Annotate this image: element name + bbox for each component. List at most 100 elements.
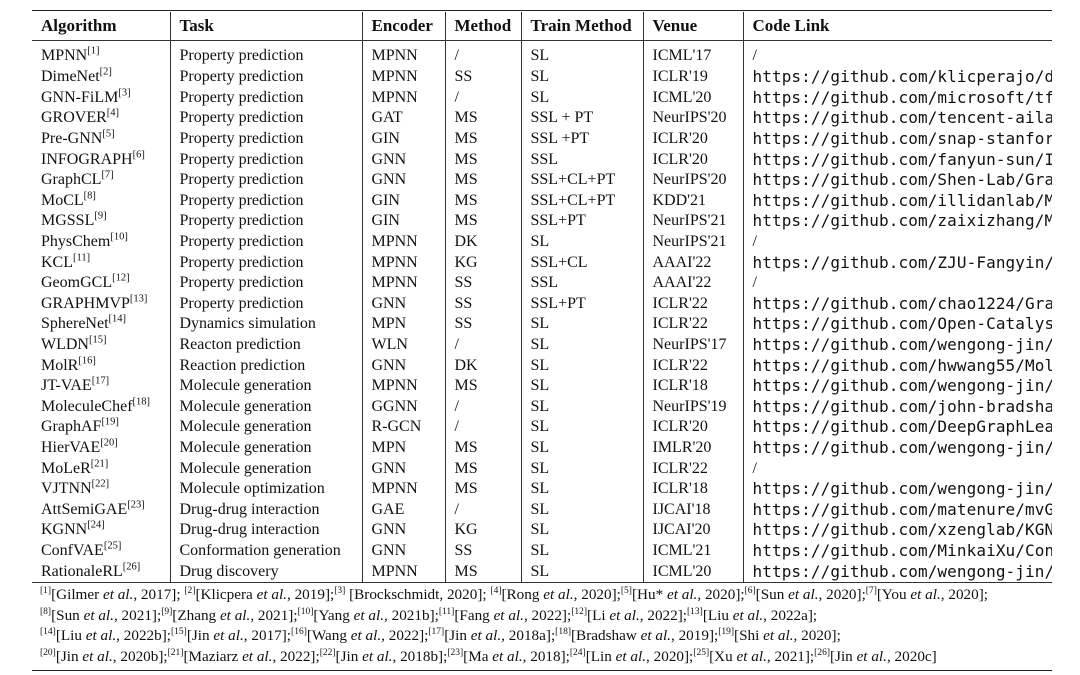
code-link[interactable]: https://github.com/john-bradshaw/molecul…: [742, 396, 1052, 418]
method-cell: KG: [444, 520, 521, 541]
citation-etal: et al.: [493, 606, 524, 624]
citation-year: , 2020c]: [886, 647, 937, 665]
table-row: KCL[11] Property prediction MPNN KG SSL+CL AA…: [32, 252, 1052, 273]
algorithm-name: MoCL: [41, 191, 84, 209]
code-link[interactable]: https://github.com/ZJU-Fangyin/KCL: [742, 252, 1052, 273]
citation-year: , 2020b];: [112, 647, 168, 665]
code-link[interactable]: https://github.com/illidanlab/MoCL-DK: [742, 190, 1052, 212]
encoder-cell: MPNN: [361, 561, 445, 583]
footnote-marker: [24]: [569, 647, 586, 658]
code-link[interactable]: https://github.com/snap-stanford/pretrai…: [742, 128, 1052, 150]
algorithm-name: WLDN: [41, 336, 89, 354]
code-link[interactable]: https://github.com/Shen-Lab/GraphCL: [742, 169, 1052, 191]
code-link[interactable]: https://github.com/Open-Catalyst-Project…: [742, 314, 1052, 335]
table-row: MoLeR[21] Molecule generation GNN MS SL ICLR'…: [32, 458, 1052, 479]
table-row: GraphCL[7] Property prediction GNN MS SSL+CL…: [32, 169, 1052, 191]
citation-author: [Jin: [444, 627, 471, 644]
train-method-cell: SSL+CL+PT: [520, 190, 643, 212]
code-link[interactable]: https://github.com/fanyun-sun/InfoGraph: [742, 149, 1052, 170]
algorithm-cell: INFOGRAPH[6]: [32, 149, 170, 170]
train-method-cell: SL: [520, 334, 643, 356]
method-cell: MS: [444, 190, 521, 212]
venue-cell: ICLR'18: [642, 375, 743, 397]
task-cell: Property prediction: [169, 128, 362, 150]
reference-marker: [19]: [101, 417, 119, 429]
train-method-cell: SL: [520, 458, 643, 479]
code-link[interactable]: https://github.com/wengong-jin/hgraph2gr…: [742, 437, 1052, 459]
train-method-cell: SL: [520, 231, 643, 253]
citation-author: [Ma: [463, 647, 493, 665]
code-link[interactable]: https://github.com/wengong-jin/multiobj-…: [742, 561, 1052, 583]
encoder-cell: MPNN: [361, 375, 445, 397]
footnote-marker: [14]: [40, 626, 56, 637]
code-link-none: /: [742, 40, 1052, 67]
table-row: GROVER[4] Property prediction GAT MS SSL + P…: [32, 108, 1052, 129]
reference-marker: [22]: [91, 478, 110, 490]
footnote-marker: [7]: [865, 585, 877, 596]
algorithm-name: RationaleRL: [41, 562, 123, 580]
table-row: JT-VAE[17] Molecule generation MPNN MS SL ICL…: [32, 375, 1052, 397]
reference-marker: [11]: [73, 252, 91, 264]
algorithm-cell: MoleculeChef[18]: [32, 397, 170, 418]
code-link[interactable]: https://github.com/xzenglab/KGNN: [742, 520, 1052, 541]
method-cell: /: [444, 87, 521, 109]
task-cell: Property prediction: [169, 169, 362, 191]
citation-year: , 2021];: [113, 606, 162, 624]
code-link[interactable]: https://github.com/microsoft/tf-gnn-samp…: [742, 87, 1052, 109]
code-link[interactable]: https://github.com/wengong-jin/iclr19-gr…: [742, 478, 1052, 500]
footnote-line: [1][Gilmer et al., 2017]; [2][Klicpera e…: [40, 585, 1050, 606]
code-link[interactable]: https://github.com/wengong-jin/icml18-jt…: [742, 375, 1052, 397]
citation-author: [Sun: [755, 586, 789, 603]
code-link[interactable]: https://github.com/tencent-ailab/grover: [742, 108, 1052, 129]
algorithm-cell: HierVAE[20]: [32, 438, 170, 459]
reference-marker: [12]: [112, 272, 130, 284]
train-method-cell: SSL + PT: [520, 108, 643, 129]
reference-marker: [26]: [122, 561, 141, 573]
algorithm-cell: DimeNet[2]: [32, 67, 170, 88]
code-link[interactable]: https://github.com/MinkaiXu/ConfVAE-ICML…: [742, 540, 1052, 562]
footnote-marker: [9]: [161, 606, 173, 617]
citation-year: , 2018];: [522, 647, 570, 665]
code-link[interactable]: https://github.com/zaixizhang/MGSSL: [742, 211, 1052, 232]
task-cell: Property prediction: [169, 231, 362, 253]
code-link[interactable]: https://github.com/matenure/mvGAE: [742, 499, 1052, 521]
citation-year: , 2022];: [523, 606, 572, 624]
venue-cell: ICML'20: [642, 561, 743, 583]
algorithm-cell: PhysChem[10]: [32, 232, 170, 253]
encoder-cell: GIN: [361, 211, 445, 232]
encoder-cell: MPNN: [361, 231, 445, 253]
algorithm-name: MGSSL: [41, 212, 95, 230]
citation-etal: et al.: [615, 647, 647, 665]
train-method-cell: SSL+PT: [520, 293, 643, 315]
citation-etal: et al.: [666, 586, 698, 603]
train-method-cell: SL: [520, 437, 643, 459]
method-cell: /: [444, 417, 521, 438]
method-cell: MS: [444, 375, 521, 397]
venue-cell: NeurIPS'17: [642, 334, 743, 356]
citation-etal: et al.: [640, 627, 671, 644]
task-cell: Drug-drug interaction: [169, 520, 362, 541]
algorithm-name: GROVER: [41, 109, 107, 127]
citation-author: [Xu: [709, 647, 737, 665]
task-cell: Conformation generation: [169, 540, 362, 562]
code-link[interactable]: https://github.com/DeepGraphLearning/Gra…: [742, 417, 1052, 438]
method-cell: /: [444, 499, 521, 521]
footnote-line: [8][Sun et al., 2021];[9][Zhang et al., …: [40, 606, 1050, 627]
footnote-marker: [6]: [744, 585, 756, 596]
method-cell: /: [444, 334, 521, 356]
code-link[interactable]: https://github.com/klicperajo/dimenet: [742, 67, 1052, 88]
footnote-marker: [18]: [555, 626, 571, 637]
venue-cell: IMLR'20: [642, 437, 743, 459]
algorithm-cell: SphereNet[14]: [32, 314, 170, 335]
encoder-cell: MPNN: [361, 478, 445, 500]
code-link[interactable]: https://github.com/chao1224/GraphMVP: [742, 293, 1052, 315]
citation-etal: et al.: [83, 606, 114, 624]
algorithm-cell: MGSSL[9]: [32, 211, 170, 232]
code-link[interactable]: https://github.com/hwwang55/MolR: [742, 355, 1052, 376]
citation-etal: et al.: [543, 586, 574, 603]
encoder-cell: GNN: [361, 458, 445, 479]
footnote-marker: [10]: [297, 606, 314, 617]
code-link[interactable]: https://github.com/wengong-jin/nips17-re…: [742, 334, 1052, 356]
encoder-cell: MPNN: [361, 87, 445, 109]
table-row: GNN-FiLM[3] Property prediction MPNN / SL ICM…: [32, 87, 1052, 109]
